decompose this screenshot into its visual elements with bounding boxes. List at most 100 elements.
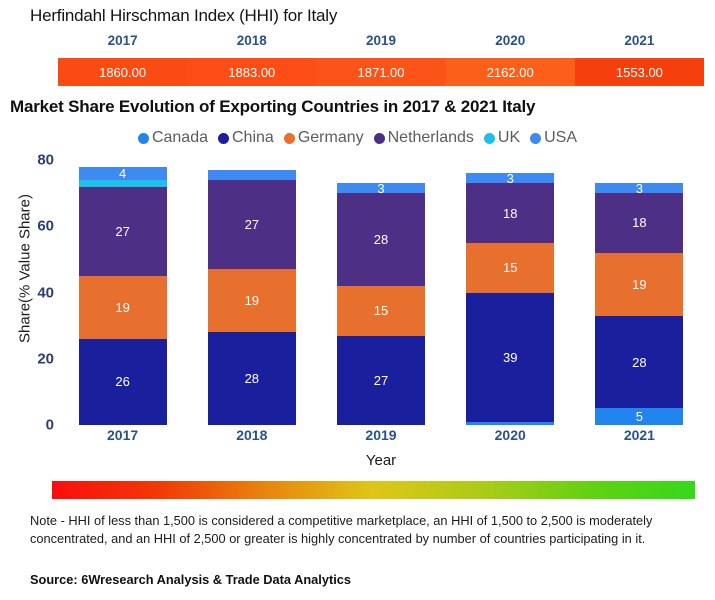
legend-label: China (232, 129, 274, 146)
bar-segment-value-label: 27 (373, 372, 389, 388)
bar-segment[interactable]: 27 (78, 186, 167, 276)
hhi-value-cell: 1883.00 (187, 58, 317, 86)
x-axis-tick-label: 2021 (623, 427, 655, 443)
bar-segment[interactable]: 28 (337, 193, 425, 286)
legend-swatch-icon (530, 132, 542, 144)
bar-segment[interactable]: 39 (466, 292, 555, 422)
bar-slot: 28 19 27 (187, 160, 316, 425)
bar-group-container: 26 19 27 4 28 19 27 27 15 28 3 39 15 18 3 5 28 19 18 3 (58, 160, 704, 425)
y-axis-tick-label: 40 (37, 284, 54, 301)
bar-segment-value-label: 19 (115, 299, 130, 315)
bar-segment[interactable]: 3 (337, 182, 425, 195)
bar-slot: 5 28 19 18 3 (575, 160, 704, 425)
legend-label: UK (497, 129, 521, 146)
x-axis-title: Year (365, 452, 397, 469)
bar-slot: 39 15 18 3 (446, 160, 575, 425)
hhi-year-header-row: 2017 2018 2019 2020 2021 (58, 33, 704, 48)
legend-item[interactable]: China (218, 129, 274, 147)
hhi-value-bar: 1860.00 1883.00 1871.00 2162.00 1553.00 (58, 58, 705, 86)
y-axis-tick-label: 0 (45, 416, 54, 434)
hhi-year-label: 2017 (107, 33, 138, 48)
bar-segment[interactable]: 27 (207, 179, 296, 270)
bar-slot: 26 19 27 4 (58, 160, 187, 425)
source-text: Source: 6Wresearch Analysis & Trade Data… (30, 572, 352, 587)
bar-segment[interactable] (78, 179, 167, 187)
y-axis-tick-label: 60 (37, 217, 54, 235)
bar-segment-value-label: 39 (502, 349, 518, 365)
bar-segment-value-label: 19 (632, 276, 647, 292)
hhi-title: Herfindahl Hirschman Index (HHI) for Ita… (30, 6, 338, 25)
bar-segment-value-label: 3 (506, 170, 514, 186)
bar-segment[interactable] (207, 169, 296, 180)
legend-swatch-icon (137, 132, 149, 144)
legend-label: Germany (297, 129, 364, 146)
legend-item[interactable]: UK (483, 129, 521, 147)
bar-segment[interactable]: 4 (78, 165, 167, 181)
x-axis-tick-label: 2017 (107, 427, 139, 443)
stacked-bar[interactable]: 28 19 27 (207, 169, 296, 425)
bar-segment[interactable]: 26 (78, 338, 167, 425)
hhi-year-label: 2018 (236, 33, 267, 48)
bar-segment-value-label: 18 (632, 215, 647, 231)
bar-segment-value-label: 28 (632, 354, 647, 370)
legend-swatch-icon (373, 132, 385, 144)
x-axis-tick-label: 2019 (365, 427, 397, 443)
bar-segment[interactable]: 3 (595, 180, 684, 196)
stacked-bar[interactable]: 26 19 27 4 (78, 165, 167, 425)
bar-segment-value-label: 3 (635, 180, 644, 196)
bar-segment[interactable]: 18 (595, 193, 684, 253)
bar-segment-value-label: 26 (115, 374, 130, 390)
x-axis-tick-labels: 2017 2018 2019 2020 2021 (58, 427, 704, 443)
y-axis-ticks: 0 20 40 60 80 (12, 152, 54, 434)
bar-segment-value-label: 19 (244, 293, 260, 309)
bar-segment-value-label: 28 (244, 371, 260, 387)
legend-swatch-icon (218, 132, 229, 144)
hhi-year-label: 2021 (624, 33, 655, 48)
legend-item[interactable]: Netherlands (373, 129, 474, 147)
bar-segment-value-label: 4 (118, 165, 127, 181)
legend-label: Canada (151, 129, 208, 146)
bar-segment[interactable] (466, 421, 555, 425)
chart-plot-area: Share(% Value Share) 0 20 40 60 80 26 19 27 4 28… (0, 152, 715, 469)
bar-segment[interactable]: 19 (595, 252, 684, 316)
stacked-bar[interactable]: 39 15 18 3 (466, 170, 555, 425)
legend-label: USA (544, 129, 578, 146)
bar-segment[interactable]: 15 (337, 285, 425, 336)
bar-segment[interactable]: 3 (466, 170, 555, 186)
bar-segment-value-label: 5 (635, 409, 644, 425)
bar-segment[interactable]: 19 (78, 275, 167, 339)
bar-segment-value-label: 27 (244, 217, 260, 233)
chart-legend: Canada China Germany Netherlands UK USA (0, 129, 715, 147)
hhi-value-cell: 1860.00 (58, 58, 188, 86)
bar-slot: 27 15 28 3 (316, 160, 445, 425)
hhi-year-label: 2019 (365, 33, 397, 48)
legend-item[interactable]: Germany (283, 129, 364, 147)
bar-segment[interactable]: 5 (595, 408, 684, 425)
bar-segment[interactable]: 28 (207, 332, 296, 425)
legend-label: Netherlands (387, 129, 474, 146)
bar-segment[interactable]: 19 (207, 269, 296, 333)
hhi-gradient-scale-bar (52, 481, 695, 499)
x-axis-tick-label: 2020 (494, 427, 526, 443)
legend-swatch-icon (283, 132, 295, 144)
bar-segment[interactable]: 15 (466, 242, 555, 293)
bar-segment[interactable]: 18 (466, 183, 555, 243)
hhi-value-cell: 1871.00 (316, 58, 446, 86)
hhi-value-cell: 2162.00 (445, 58, 575, 86)
stacked-bar[interactable]: 27 15 28 3 (337, 182, 425, 425)
bar-segment-value-label: 15 (373, 303, 389, 319)
bar-segment[interactable]: 28 (595, 315, 684, 409)
hhi-year-label: 2020 (495, 33, 526, 48)
y-axis-tick-label: 20 (37, 350, 54, 368)
bar-segment-value-label: 28 (373, 232, 389, 247)
legend-item[interactable]: Canada (137, 129, 208, 147)
footnote-text: Note - HHI of less than 1,500 is conside… (30, 513, 653, 547)
bar-segment-value-label: 18 (502, 205, 518, 221)
bar-segment-value-label: 15 (502, 260, 518, 276)
bar-segment[interactable]: 27 (337, 335, 425, 425)
x-axis-tick-label: 2018 (236, 427, 268, 443)
y-axis-tick-label: 80 (37, 151, 54, 169)
legend-item[interactable]: USA (530, 129, 577, 147)
legend-swatch-icon (483, 132, 495, 144)
stacked-bar[interactable]: 5 28 19 18 3 (595, 180, 684, 425)
